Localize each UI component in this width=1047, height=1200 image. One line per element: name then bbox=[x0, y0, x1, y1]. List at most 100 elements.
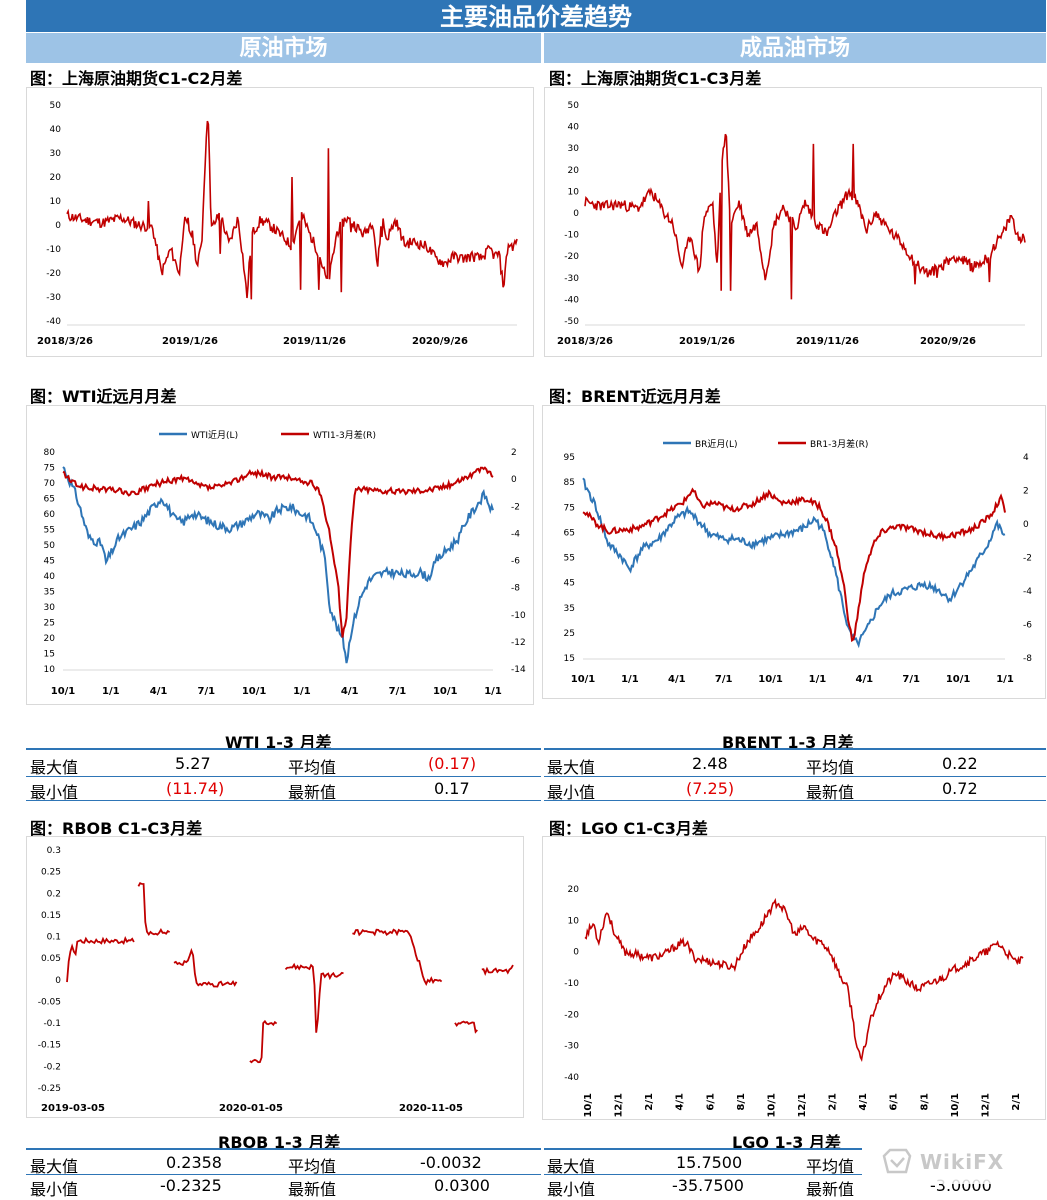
x-tick-label: 2/1 bbox=[828, 1093, 839, 1111]
y-tick-label-right: 2 bbox=[1023, 487, 1029, 497]
y-tick-label: 20 bbox=[50, 173, 62, 183]
rbob-min-value: -0.2325 bbox=[160, 1176, 222, 1195]
chart-title-wti: 图：WTI近远月月差 bbox=[30, 387, 177, 406]
y-tick-label: -10 bbox=[564, 231, 579, 241]
y-tick-label-left: 40 bbox=[44, 572, 56, 582]
chart-title-sc-c1c3: 图：上海原油期货C1-C3月差 bbox=[549, 69, 762, 88]
brent-avg-value: 0.22 bbox=[942, 754, 978, 773]
y-tick-label: -30 bbox=[564, 1042, 579, 1052]
lgo-max-label: 最大值 bbox=[547, 1157, 596, 1176]
x-tick-label: 1/1 bbox=[621, 674, 639, 685]
y-tick-label-left: 55 bbox=[44, 526, 55, 536]
lgo-min-label: 最小值 bbox=[547, 1180, 596, 1199]
y-tick-label: 10 bbox=[568, 916, 580, 926]
y-tick-label: 0.05 bbox=[41, 954, 61, 964]
x-tick-label: 7/1 bbox=[389, 686, 407, 697]
x-tick-label: 2019/11/26 bbox=[283, 336, 346, 347]
x-tick-label: 10/1 bbox=[242, 686, 267, 697]
stats-divider bbox=[544, 776, 1046, 777]
y-tick-label-left: 35 bbox=[44, 588, 55, 598]
x-tick-label: 10/1 bbox=[950, 1093, 961, 1118]
y-tick-label: -30 bbox=[46, 293, 61, 303]
x-tick-label: 1/1 bbox=[102, 686, 120, 697]
y-tick-label-right: 0 bbox=[1023, 520, 1029, 530]
series-line bbox=[584, 897, 1024, 1062]
stats-title-lgo: LGO 1-3 月差 bbox=[732, 1133, 841, 1152]
y-tick-label: -0.1 bbox=[43, 1019, 61, 1029]
x-tick-label: 1/1 bbox=[809, 674, 827, 685]
legend-label-spread: WTI1-3月差(R) bbox=[313, 429, 376, 441]
x-tick-label: 10/1 bbox=[433, 686, 458, 697]
y-tick-label-right: -8 bbox=[1023, 654, 1032, 664]
x-tick-label: 7/1 bbox=[715, 674, 733, 685]
x-tick-label: 2019-03-05 bbox=[41, 1103, 105, 1114]
y-tick-label: -50 bbox=[564, 317, 579, 327]
section-header-products: 成品油市场 bbox=[544, 32, 1046, 63]
series-line bbox=[173, 947, 238, 988]
x-tick-label: 2018/3/26 bbox=[557, 336, 613, 347]
y-tick-label-left: 60 bbox=[44, 510, 56, 520]
x-tick-label: 12/1 bbox=[797, 1093, 808, 1118]
chart-title-brent: 图：BRENT近远月月差 bbox=[549, 387, 721, 406]
x-tick-label: 10/1 bbox=[946, 674, 971, 685]
y-tick-label: 20 bbox=[568, 166, 580, 176]
x-tick-label: 2/1 bbox=[1011, 1093, 1022, 1111]
y-tick-label-left: 45 bbox=[564, 579, 575, 589]
stats-divider bbox=[26, 1148, 541, 1150]
x-tick-label: 4/1 bbox=[341, 686, 359, 697]
x-tick-label: 1/1 bbox=[293, 686, 311, 697]
y-tick-label: -40 bbox=[564, 1073, 579, 1083]
rbob-avg-value: -0.0032 bbox=[420, 1153, 482, 1172]
x-tick-label: 4/1 bbox=[668, 674, 686, 685]
brent-avg-label: 平均值 bbox=[806, 758, 855, 777]
chart-sc-c1c2: 50 40 30 20 10 0 -10 -20 -30 -40 2018/3/26 2019/1/2… bbox=[26, 87, 534, 357]
x-tick-label: 1/1 bbox=[996, 674, 1014, 685]
y-tick-label: 0.25 bbox=[41, 868, 61, 878]
y-tick-label-right: 0 bbox=[511, 475, 517, 485]
x-tick-label: 10/1 bbox=[571, 674, 596, 685]
stats-divider bbox=[544, 1174, 862, 1175]
x-tick-label: 2020/9/26 bbox=[920, 336, 976, 347]
y-tick-label: -20 bbox=[564, 252, 579, 262]
series-line-spread bbox=[62, 466, 494, 638]
chart-brent: 95 85 75 65 55 45 35 25 15 4 2 0 -2 -4 -6 -8 10/1 1/1 4/1 7… bbox=[542, 405, 1046, 699]
y-tick-label-right: -2 bbox=[1023, 554, 1032, 564]
x-tick-label: 2018/3/26 bbox=[37, 336, 93, 347]
wti-min-value: (11.74) bbox=[166, 779, 225, 798]
wti-latest-value: 0.17 bbox=[434, 779, 470, 798]
y-tick-label-right: -14 bbox=[511, 665, 526, 675]
series-line bbox=[352, 928, 443, 986]
wti-max-label: 最大值 bbox=[30, 758, 79, 777]
stats-divider bbox=[26, 776, 541, 777]
x-tick-label: 2020-11-05 bbox=[399, 1103, 463, 1114]
y-tick-label: -0.25 bbox=[38, 1084, 61, 1094]
x-tick-label: 2019/1/26 bbox=[162, 336, 218, 347]
y-tick-label: -10 bbox=[46, 245, 61, 255]
y-tick-label-left: 30 bbox=[44, 603, 56, 613]
rbob-avg-label: 平均值 bbox=[288, 1157, 337, 1176]
series-line bbox=[137, 882, 171, 936]
stats-title-brent: BRENT 1-3 月差 bbox=[722, 733, 854, 752]
y-tick-label: 20 bbox=[568, 885, 580, 895]
y-tick-label: 0.15 bbox=[41, 911, 61, 921]
chart-title-sc-c1c2: 图：上海原油期货C1-C2月差 bbox=[30, 69, 243, 88]
y-tick-label: 30 bbox=[568, 144, 580, 154]
lgo-avg-label: 平均值 bbox=[806, 1157, 855, 1176]
y-tick-label: -20 bbox=[564, 1010, 579, 1020]
y-tick-label-right: -6 bbox=[1023, 621, 1032, 631]
x-tick-label: 4/1 bbox=[150, 686, 168, 697]
brent-max-label: 最大值 bbox=[547, 758, 596, 777]
y-tick-label-right: -4 bbox=[511, 529, 520, 539]
x-tick-label: 2020/9/26 bbox=[412, 336, 468, 347]
rbob-max-value: 0.2358 bbox=[166, 1153, 222, 1172]
y-tick-label: -30 bbox=[564, 274, 579, 284]
x-tick-label: 6/1 bbox=[889, 1093, 900, 1111]
rbob-latest-label: 最新值 bbox=[288, 1180, 337, 1199]
chart-wti: 80757065605550454035302520151020-2-4-6-8… bbox=[26, 405, 534, 705]
x-tick-label: 6/1 bbox=[705, 1093, 716, 1111]
chart-title-lgo: 图：LGO C1-C3月差 bbox=[549, 819, 708, 838]
chart-sc-c1c3: 50 40 30 20 10 0 -10 -20 -30 -40 -50 2018/3/26 2019/… bbox=[544, 87, 1042, 357]
series-line-near-month bbox=[62, 466, 494, 664]
x-tick-label: 2/1 bbox=[644, 1093, 655, 1111]
x-tick-label: 10/1 bbox=[51, 686, 76, 697]
